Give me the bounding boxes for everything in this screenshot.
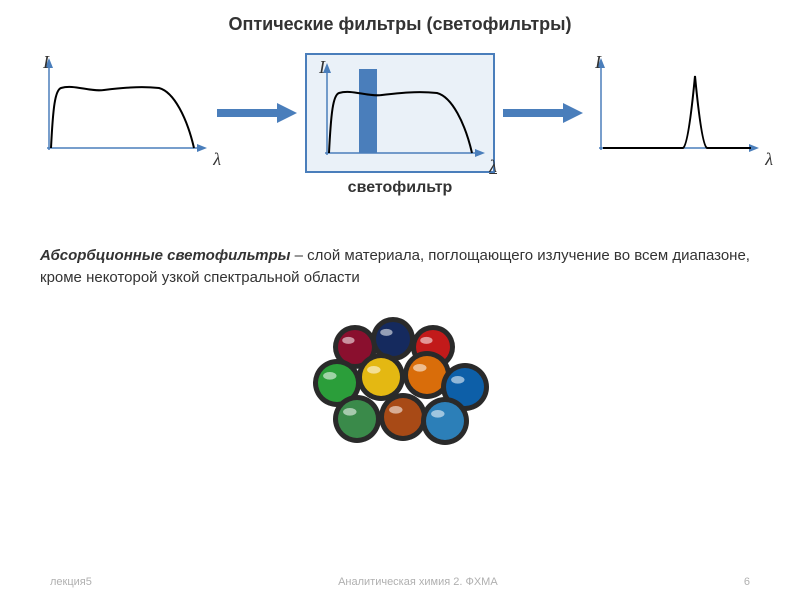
x-axis-label: λ: [765, 149, 773, 170]
filter-svg: [317, 63, 487, 163]
spectrum-output-svg: [591, 58, 761, 158]
footer-center: Аналитическая химия 2. ФХМА: [338, 576, 498, 588]
footer-right: 6: [744, 576, 750, 588]
filters-photo: [285, 305, 515, 455]
diagram-row: I λ I λ: [0, 53, 800, 173]
x-axis-label: λ: [489, 156, 497, 177]
footer: лекция5 Аналитическая химия 2. ФХМА 6: [0, 576, 800, 588]
definition-term: Абсорбционные светофильтры: [40, 247, 290, 264]
footer-left: лекция5: [50, 576, 92, 588]
spectrum-output-graph: I λ: [591, 58, 761, 168]
arrow-icon: [503, 103, 583, 123]
spectrum-input-graph: I λ: [39, 58, 209, 168]
x-axis-label: λ: [213, 149, 221, 170]
arrow-2: [503, 103, 583, 123]
filters-photo-svg: [285, 305, 515, 455]
spectrum-input-svg: [39, 58, 209, 158]
filter-graph: I λ: [305, 53, 495, 173]
page-title: Оптические фильтры (светофильтры): [0, 0, 800, 35]
definition-paragraph: Абсорбционные светофильтры – слой матери…: [0, 197, 800, 289]
filter-box-label: светофильтр: [0, 179, 800, 197]
arrow-1: [217, 103, 297, 123]
arrow-icon: [217, 103, 297, 123]
y-axis-label: I: [319, 57, 325, 78]
y-axis-label: I: [595, 52, 601, 73]
y-axis-label: I: [43, 52, 49, 73]
